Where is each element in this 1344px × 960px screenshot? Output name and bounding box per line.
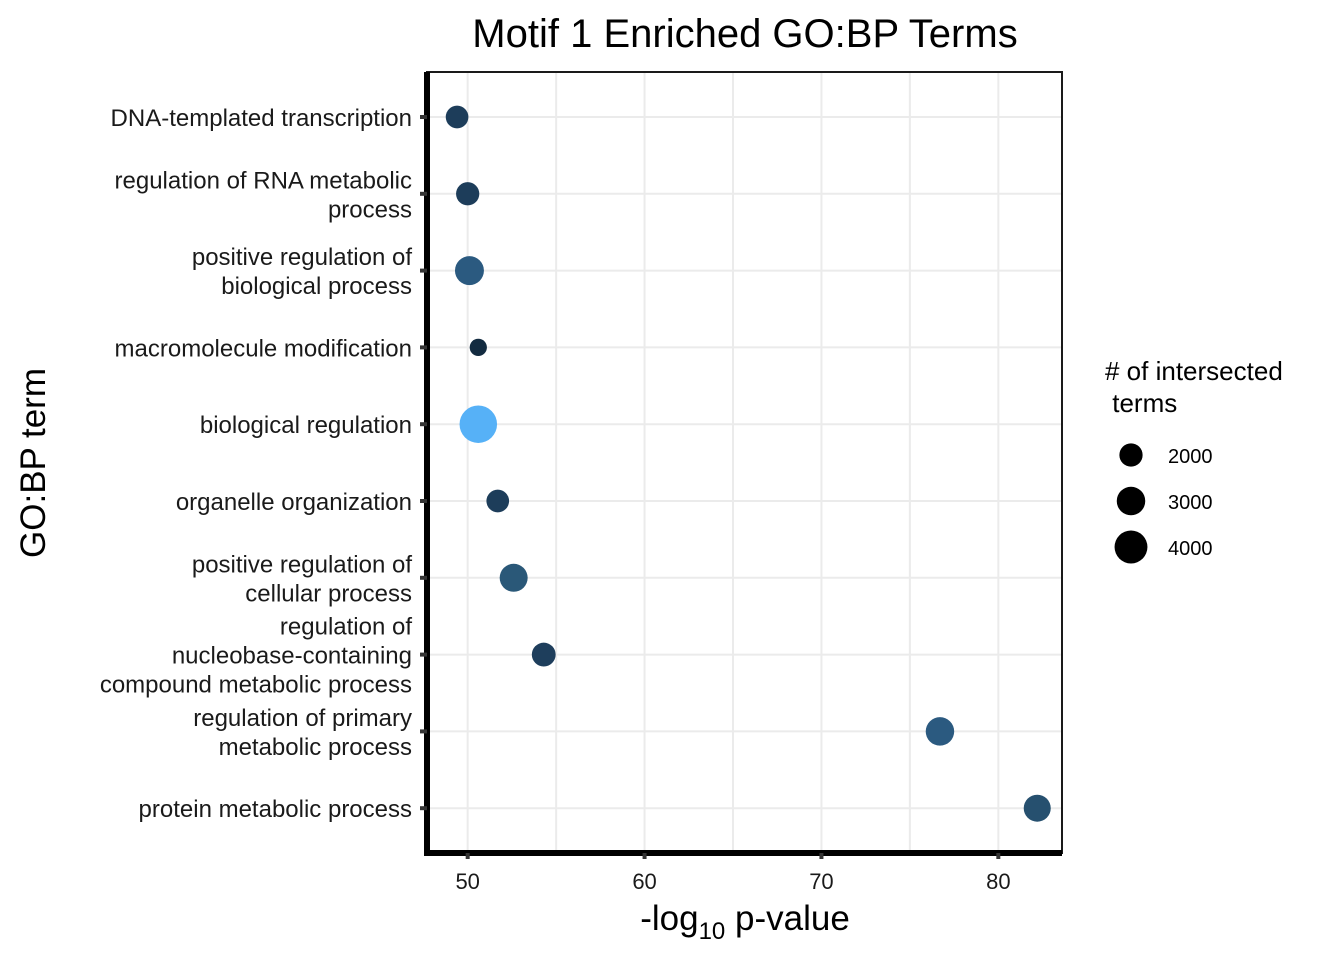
legend-key [1114, 530, 1148, 564]
data-point [469, 338, 487, 357]
x-axis-title-subscript: 10 [699, 918, 726, 945]
data-point [459, 405, 498, 443]
y-tick-label: regulation of primary metabolic process [193, 705, 412, 761]
x-tick-label: 50 [455, 869, 479, 894]
y-tick-label: positive regulation of cellular process [192, 551, 412, 607]
data-point [1023, 794, 1051, 822]
x-tick-label: 70 [809, 869, 833, 894]
legend-label: 2000 [1168, 446, 1213, 468]
y-tick-label: macromolecule modification [115, 335, 412, 362]
legend-label: 3000 [1168, 492, 1213, 514]
x-gridlines [466, 72, 1000, 853]
x-tick-label: 80 [986, 869, 1010, 894]
data-point [925, 717, 955, 746]
legend-title: # of intersected terms [1105, 356, 1283, 418]
y-tick-label: regulation of nucleobase-containing compou… [100, 614, 413, 699]
y-tick-label: DNA-templated transcription [111, 105, 412, 132]
data-point [531, 642, 556, 667]
legend-key [1116, 486, 1146, 516]
y-axis-tick-labels: DNA-templated transcription regulation of… [100, 105, 413, 823]
x-axis-ticks: 50 60 70 80 [455, 853, 1011, 894]
y-tick-label: biological regulation [200, 412, 412, 439]
y-tick-label: positive regulation of biological process [192, 244, 412, 300]
data-points [445, 105, 1051, 822]
data-point [454, 256, 484, 286]
panel-border [426, 71, 1063, 854]
x-tick-label: 60 [632, 869, 656, 894]
y-axis-title: GO:BP term [14, 368, 53, 558]
y-tick-label: regulation of RNA metabolic process [115, 167, 413, 223]
data-point [486, 489, 510, 513]
y-gridlines [427, 116, 1062, 810]
legend-title-line-2: terms [1105, 388, 1177, 418]
legend-key [1119, 443, 1143, 467]
data-point [456, 182, 480, 206]
data-point [445, 105, 469, 129]
x-axis-title-main: -log [640, 899, 698, 938]
y-tick-label: organelle organization [176, 489, 412, 516]
legend-label: 4000 [1168, 538, 1213, 560]
x-axis-title: -log10 p-value [640, 899, 850, 945]
x-axis-title-rest: p-value [725, 899, 850, 938]
y-axis-ticks [420, 115, 427, 811]
chart-title: Motif 1 Enriched GO:BP Terms [472, 12, 1017, 56]
size-legend: # of intersected terms 2000 3000 4000 [1105, 356, 1283, 564]
legend-title-line-1: # of intersected [1105, 356, 1283, 386]
y-tick-label: protein metabolic process [139, 796, 412, 823]
data-point [499, 563, 528, 592]
